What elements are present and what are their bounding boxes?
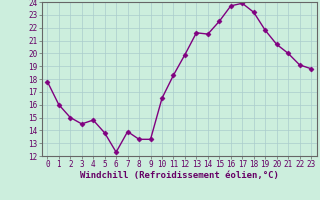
X-axis label: Windchill (Refroidissement éolien,°C): Windchill (Refroidissement éolien,°C) — [80, 171, 279, 180]
